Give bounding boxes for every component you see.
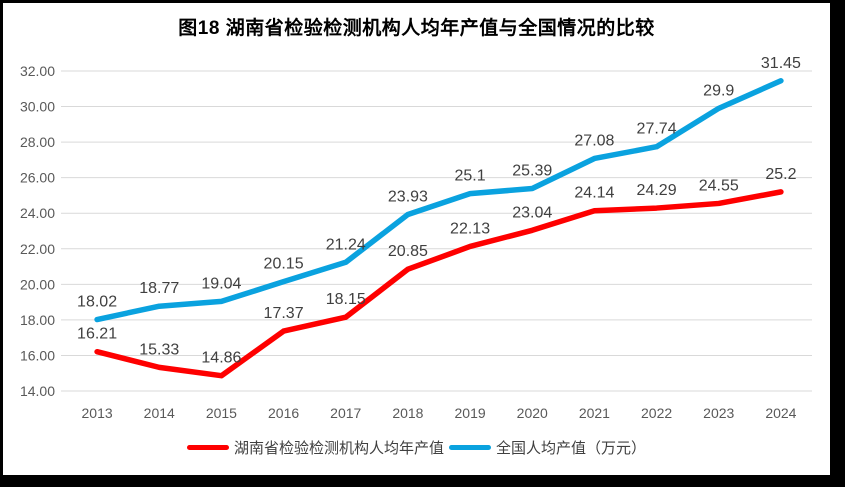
svg-text:22.13: 22.13 (450, 220, 490, 237)
svg-text:18.02: 18.02 (77, 294, 117, 311)
svg-text:24.14: 24.14 (574, 185, 614, 202)
svg-text:2019: 2019 (455, 405, 486, 421)
chart-title: 图18 湖南省检验检测机构人均年产值与全国情况的比较 (178, 18, 655, 39)
svg-text:19.04: 19.04 (201, 275, 241, 292)
svg-text:27.74: 27.74 (637, 121, 677, 138)
legend-label-national: 全国人均产值（万元） (496, 440, 647, 457)
legend-line-swatch-red (186, 445, 229, 450)
svg-text:14.86: 14.86 (201, 350, 241, 367)
legend-label-hunan: 湖南省检验检测机构人均年产值 (233, 440, 444, 457)
svg-text:18.15: 18.15 (326, 291, 366, 308)
svg-text:24.00: 24.00 (20, 205, 55, 221)
svg-text:24.29: 24.29 (637, 182, 677, 199)
svg-text:2013: 2013 (82, 405, 113, 421)
svg-text:23.93: 23.93 (388, 188, 428, 205)
svg-text:2024: 2024 (765, 405, 796, 421)
svg-text:2023: 2023 (703, 405, 734, 421)
chart-canvas: 14.00 16.00 18.00 20.00 22.00 24.00 26.00 28.00… (3, 3, 830, 475)
legend-entry-national: 全国人均产值（万元） (449, 437, 646, 458)
svg-text:20.15: 20.15 (264, 256, 304, 273)
svg-text:25.1: 25.1 (455, 168, 486, 185)
svg-text:18.00: 18.00 (20, 312, 55, 328)
svg-text:2015: 2015 (206, 405, 237, 421)
svg-text:29.9: 29.9 (703, 82, 734, 99)
svg-text:2017: 2017 (330, 405, 361, 421)
svg-text:20.00: 20.00 (20, 276, 55, 292)
svg-text:21.24: 21.24 (326, 236, 366, 253)
svg-text:26.00: 26.00 (20, 170, 55, 186)
svg-text:16.00: 16.00 (20, 347, 55, 363)
svg-text:2016: 2016 (268, 405, 299, 421)
svg-text:16.21: 16.21 (77, 326, 117, 343)
svg-text:2021: 2021 (579, 405, 610, 421)
svg-text:2018: 2018 (392, 405, 423, 421)
svg-text:17.37: 17.37 (264, 305, 304, 322)
svg-text:2022: 2022 (641, 405, 672, 421)
svg-text:20.85: 20.85 (388, 243, 428, 260)
svg-text:2020: 2020 (517, 405, 548, 421)
svg-text:24.55: 24.55 (699, 177, 739, 194)
svg-text:18.77: 18.77 (139, 280, 179, 297)
svg-text:25.39: 25.39 (512, 163, 552, 180)
chart-legend: 湖南省检验检测机构人均年产值 全国人均产值（万元） (3, 437, 830, 458)
line-chart-plot: 14.00 16.00 18.00 20.00 22.00 24.00 26.00 28.00… (20, 55, 812, 421)
svg-text:22.00: 22.00 (20, 241, 55, 257)
svg-text:32.00: 32.00 (20, 63, 55, 79)
legend-entry-hunan: 湖南省检验检测机构人均年产值 (186, 437, 444, 458)
legend-line-swatch-blue (449, 445, 491, 450)
svg-text:27.08: 27.08 (574, 132, 614, 149)
svg-text:31.45: 31.45 (761, 55, 801, 72)
svg-text:23.04: 23.04 (512, 204, 552, 221)
svg-text:25.2: 25.2 (765, 166, 796, 183)
svg-text:2014: 2014 (144, 405, 175, 421)
svg-text:15.33: 15.33 (139, 341, 179, 358)
svg-text:14.00: 14.00 (20, 383, 55, 399)
svg-text:28.00: 28.00 (20, 134, 55, 150)
svg-text:30.00: 30.00 (20, 99, 55, 115)
